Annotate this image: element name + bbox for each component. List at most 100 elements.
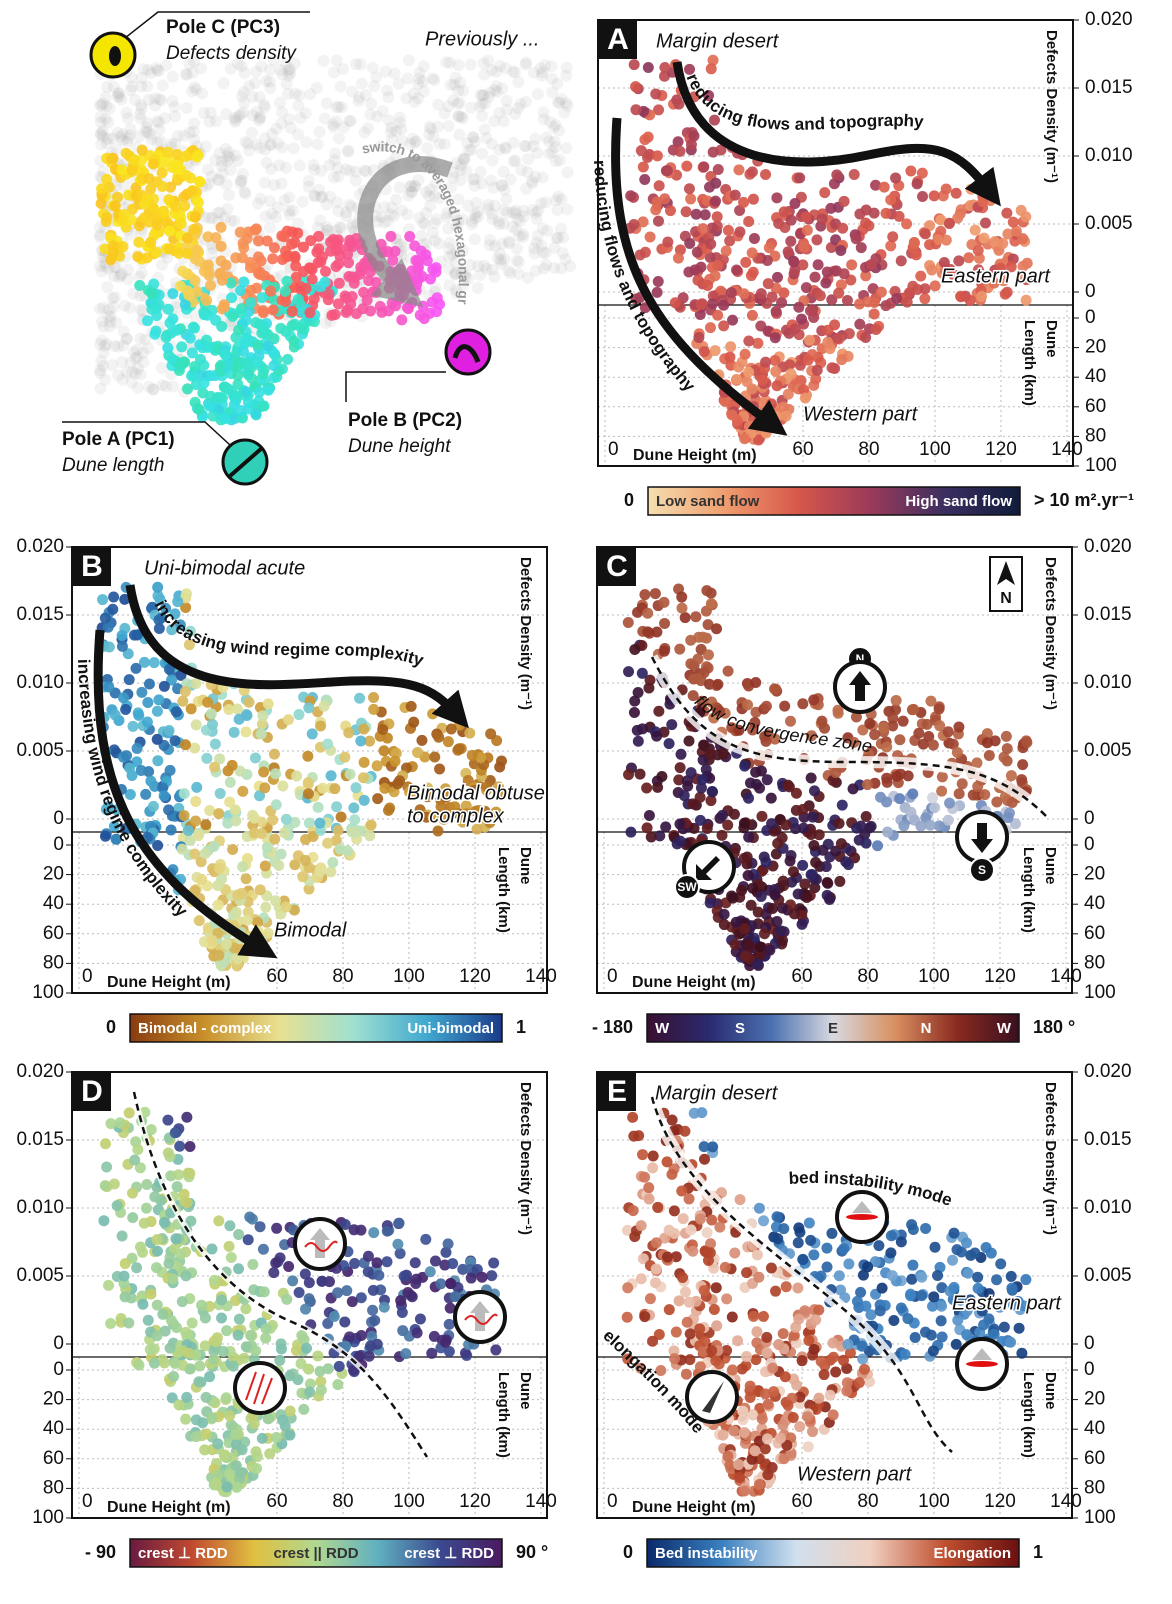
scatter-point-decor: [770, 1285, 782, 1297]
scatter-point-decor: [688, 822, 700, 834]
colored-point: [297, 241, 309, 253]
scatter-point-decor: [704, 897, 716, 909]
background-point: [485, 174, 498, 187]
x-tick-label: 60: [791, 966, 812, 987]
scatter-point-decor: [860, 1300, 872, 1312]
background-point: [134, 303, 147, 316]
background-point: [117, 325, 130, 338]
scatter-point-decor: [864, 822, 876, 834]
scatter-point-decor: [841, 294, 853, 306]
scatter-point-decor: [194, 1360, 206, 1372]
scatter-point-decor: [481, 781, 493, 793]
background-point: [498, 141, 511, 154]
scatter-point-decor: [485, 728, 497, 740]
scatter-point-decor: [769, 355, 781, 367]
background-point: [402, 189, 415, 202]
y-tick-label: 0.010: [16, 672, 64, 693]
background-point: [219, 142, 232, 155]
background-point: [135, 267, 148, 280]
scatter-point-decor: [758, 851, 770, 863]
background-point: [330, 224, 343, 237]
scatter-point-decor: [907, 280, 919, 292]
scatter-point-decor: [747, 266, 759, 278]
y-tick-label: 0.015: [1084, 604, 1132, 625]
background-point: [376, 105, 389, 118]
scatter-point-decor: [168, 1371, 180, 1383]
panel-label-box: [73, 548, 111, 586]
scatter-point-decor: [219, 1450, 231, 1462]
scatter-point-decor: [453, 743, 465, 755]
scatter-point-decor: [659, 61, 671, 73]
background-point: [117, 133, 130, 146]
scatter-point-decor: [730, 373, 742, 385]
scatter-point-decor: [174, 1140, 186, 1152]
background-point: [94, 116, 107, 129]
scatter-point-decor: [808, 694, 820, 706]
length-axis-title: Dune: [517, 847, 534, 885]
background-point: [481, 202, 494, 215]
colored-point: [186, 347, 198, 359]
scatter-point-decor: [213, 808, 225, 820]
length-tick-label: 60: [43, 923, 64, 944]
scatter-point-decor: [116, 1230, 128, 1242]
background-point: [428, 217, 441, 230]
scatter-point-decor: [282, 714, 294, 726]
scatter-point-decor: [269, 833, 281, 845]
background-point: [471, 210, 484, 223]
panel-label: C: [606, 550, 628, 583]
scatter-point-decor: [158, 1216, 170, 1228]
background-point: [268, 54, 281, 67]
length-tick-label: 40: [1084, 1418, 1105, 1439]
background-point: [183, 126, 196, 139]
scatter-point-decor: [742, 869, 754, 881]
scatter-point-decor: [901, 296, 913, 308]
background-point: [339, 163, 352, 176]
background-point: [349, 165, 362, 178]
scatter-point-decor: [727, 892, 739, 904]
background-point: [264, 63, 277, 76]
scatter-point-decor: [429, 751, 441, 763]
scatter-point-decor: [422, 782, 434, 794]
y-tick-label: 0.015: [1084, 1129, 1132, 1150]
scatter-point-decor: [123, 1107, 135, 1119]
scatter-point-decor: [887, 231, 899, 243]
background-point: [95, 334, 108, 347]
background-point: [474, 89, 487, 102]
background-point: [425, 122, 438, 135]
background-point: [96, 97, 109, 110]
background-point: [201, 163, 214, 176]
scatter-point-decor: [898, 820, 910, 832]
background-point: [349, 58, 362, 71]
scatter-point-decor: [129, 1154, 141, 1166]
scatter-point-decor: [147, 800, 159, 812]
scatter-point-decor: [932, 233, 944, 245]
scatter-point-decor: [775, 925, 787, 937]
scatter-point-decor: [169, 1357, 181, 1369]
scatter-point-decor: [622, 1353, 634, 1365]
background-point: [349, 174, 362, 187]
scatter-point-decor: [116, 629, 128, 641]
background-point: [500, 142, 513, 155]
background-point: [345, 200, 358, 213]
background-point: [536, 66, 549, 79]
scatter-point-decor: [206, 1243, 218, 1255]
scatter-point-decor: [653, 1328, 665, 1340]
scatter-point-decor: [956, 778, 968, 790]
scatter-point-decor: [339, 1219, 351, 1231]
scatter-point-decor: [743, 831, 755, 843]
background-point: [388, 67, 401, 80]
colored-point: [376, 306, 388, 318]
scatter-point-decor: [756, 865, 768, 877]
scatter-point-decor: [673, 774, 685, 786]
background-point: [467, 131, 480, 144]
scatter-point-decor: [114, 1117, 126, 1129]
colored-point: [245, 297, 257, 309]
scatter-point-decor: [706, 1214, 718, 1226]
scatter-point-decor: [860, 270, 872, 282]
scatter-point-decor: [250, 1345, 262, 1357]
scatter-point-decor: [826, 294, 838, 306]
scatter-point-decor: [462, 775, 474, 787]
panel-label: A: [607, 23, 629, 56]
background-point: [552, 190, 565, 203]
colored-point: [410, 254, 422, 266]
